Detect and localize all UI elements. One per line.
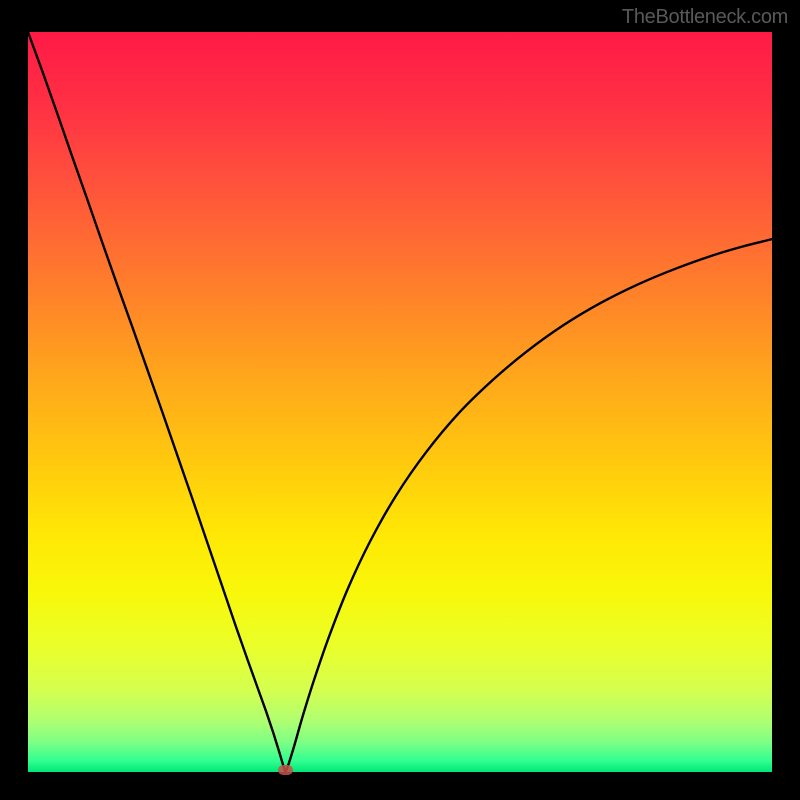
watermark-text: TheBottleneck.com [622, 6, 788, 29]
outer-frame: TheBottleneck.com [0, 0, 800, 800]
bottleneck-curve [28, 32, 772, 772]
plot-area [28, 32, 772, 772]
optimum-marker [278, 765, 293, 775]
